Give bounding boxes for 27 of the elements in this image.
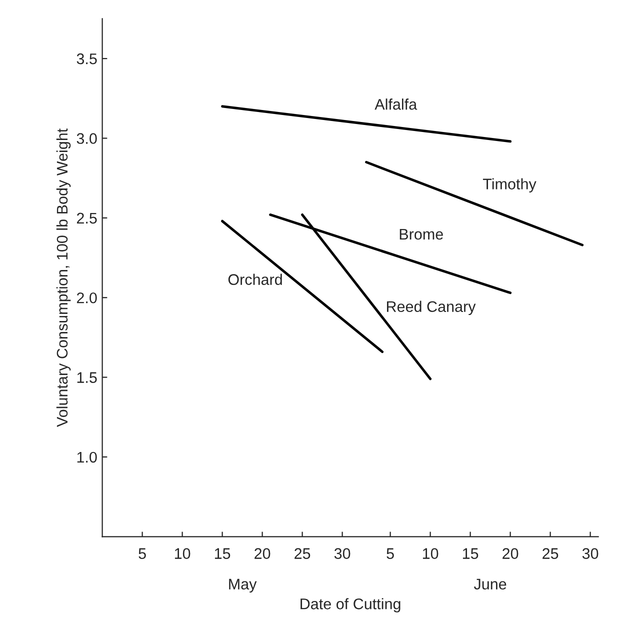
x-tick-label: 5 (386, 548, 394, 559)
series-label: Brome (400, 228, 443, 240)
x-tick-label: 25 (542, 548, 558, 559)
x-tick-label: 5 (138, 548, 146, 559)
y-tick-label: 2.0 (76, 292, 97, 304)
series-label: Timothy (482, 178, 536, 192)
text: June (474, 578, 506, 590)
y-axis-title: Voluntary Consumption, 100 lb Body Weight (56, 128, 71, 427)
x-tick-label: 20 (254, 548, 270, 559)
x-tick-label: 15 (214, 548, 230, 559)
x-tick-label: 10 (174, 548, 190, 559)
series-label: Alfalfa (374, 98, 418, 110)
y-tick-label: 1.0 (77, 452, 97, 463)
text: May (229, 578, 257, 593)
series-label: Orchard (228, 274, 282, 285)
y-tick-label: 1.5 (77, 372, 97, 383)
x-tick-label: 15 (462, 548, 478, 559)
y-tick-label: 2.5 (76, 212, 97, 224)
x-tick-label: 20 (502, 548, 518, 559)
y-tick-label: 3.5 (76, 53, 97, 64)
x-axis-title: Date of Cutting (300, 598, 400, 612)
x-tick-label: 10 (422, 548, 438, 559)
x-tick-label: 30 (334, 548, 350, 559)
x-tick-label: 25 (294, 548, 310, 559)
y-tick-label: 3.0 (76, 133, 97, 144)
series-label: Reed Canary (387, 300, 476, 316)
x-tick-label: 30 (582, 548, 598, 559)
